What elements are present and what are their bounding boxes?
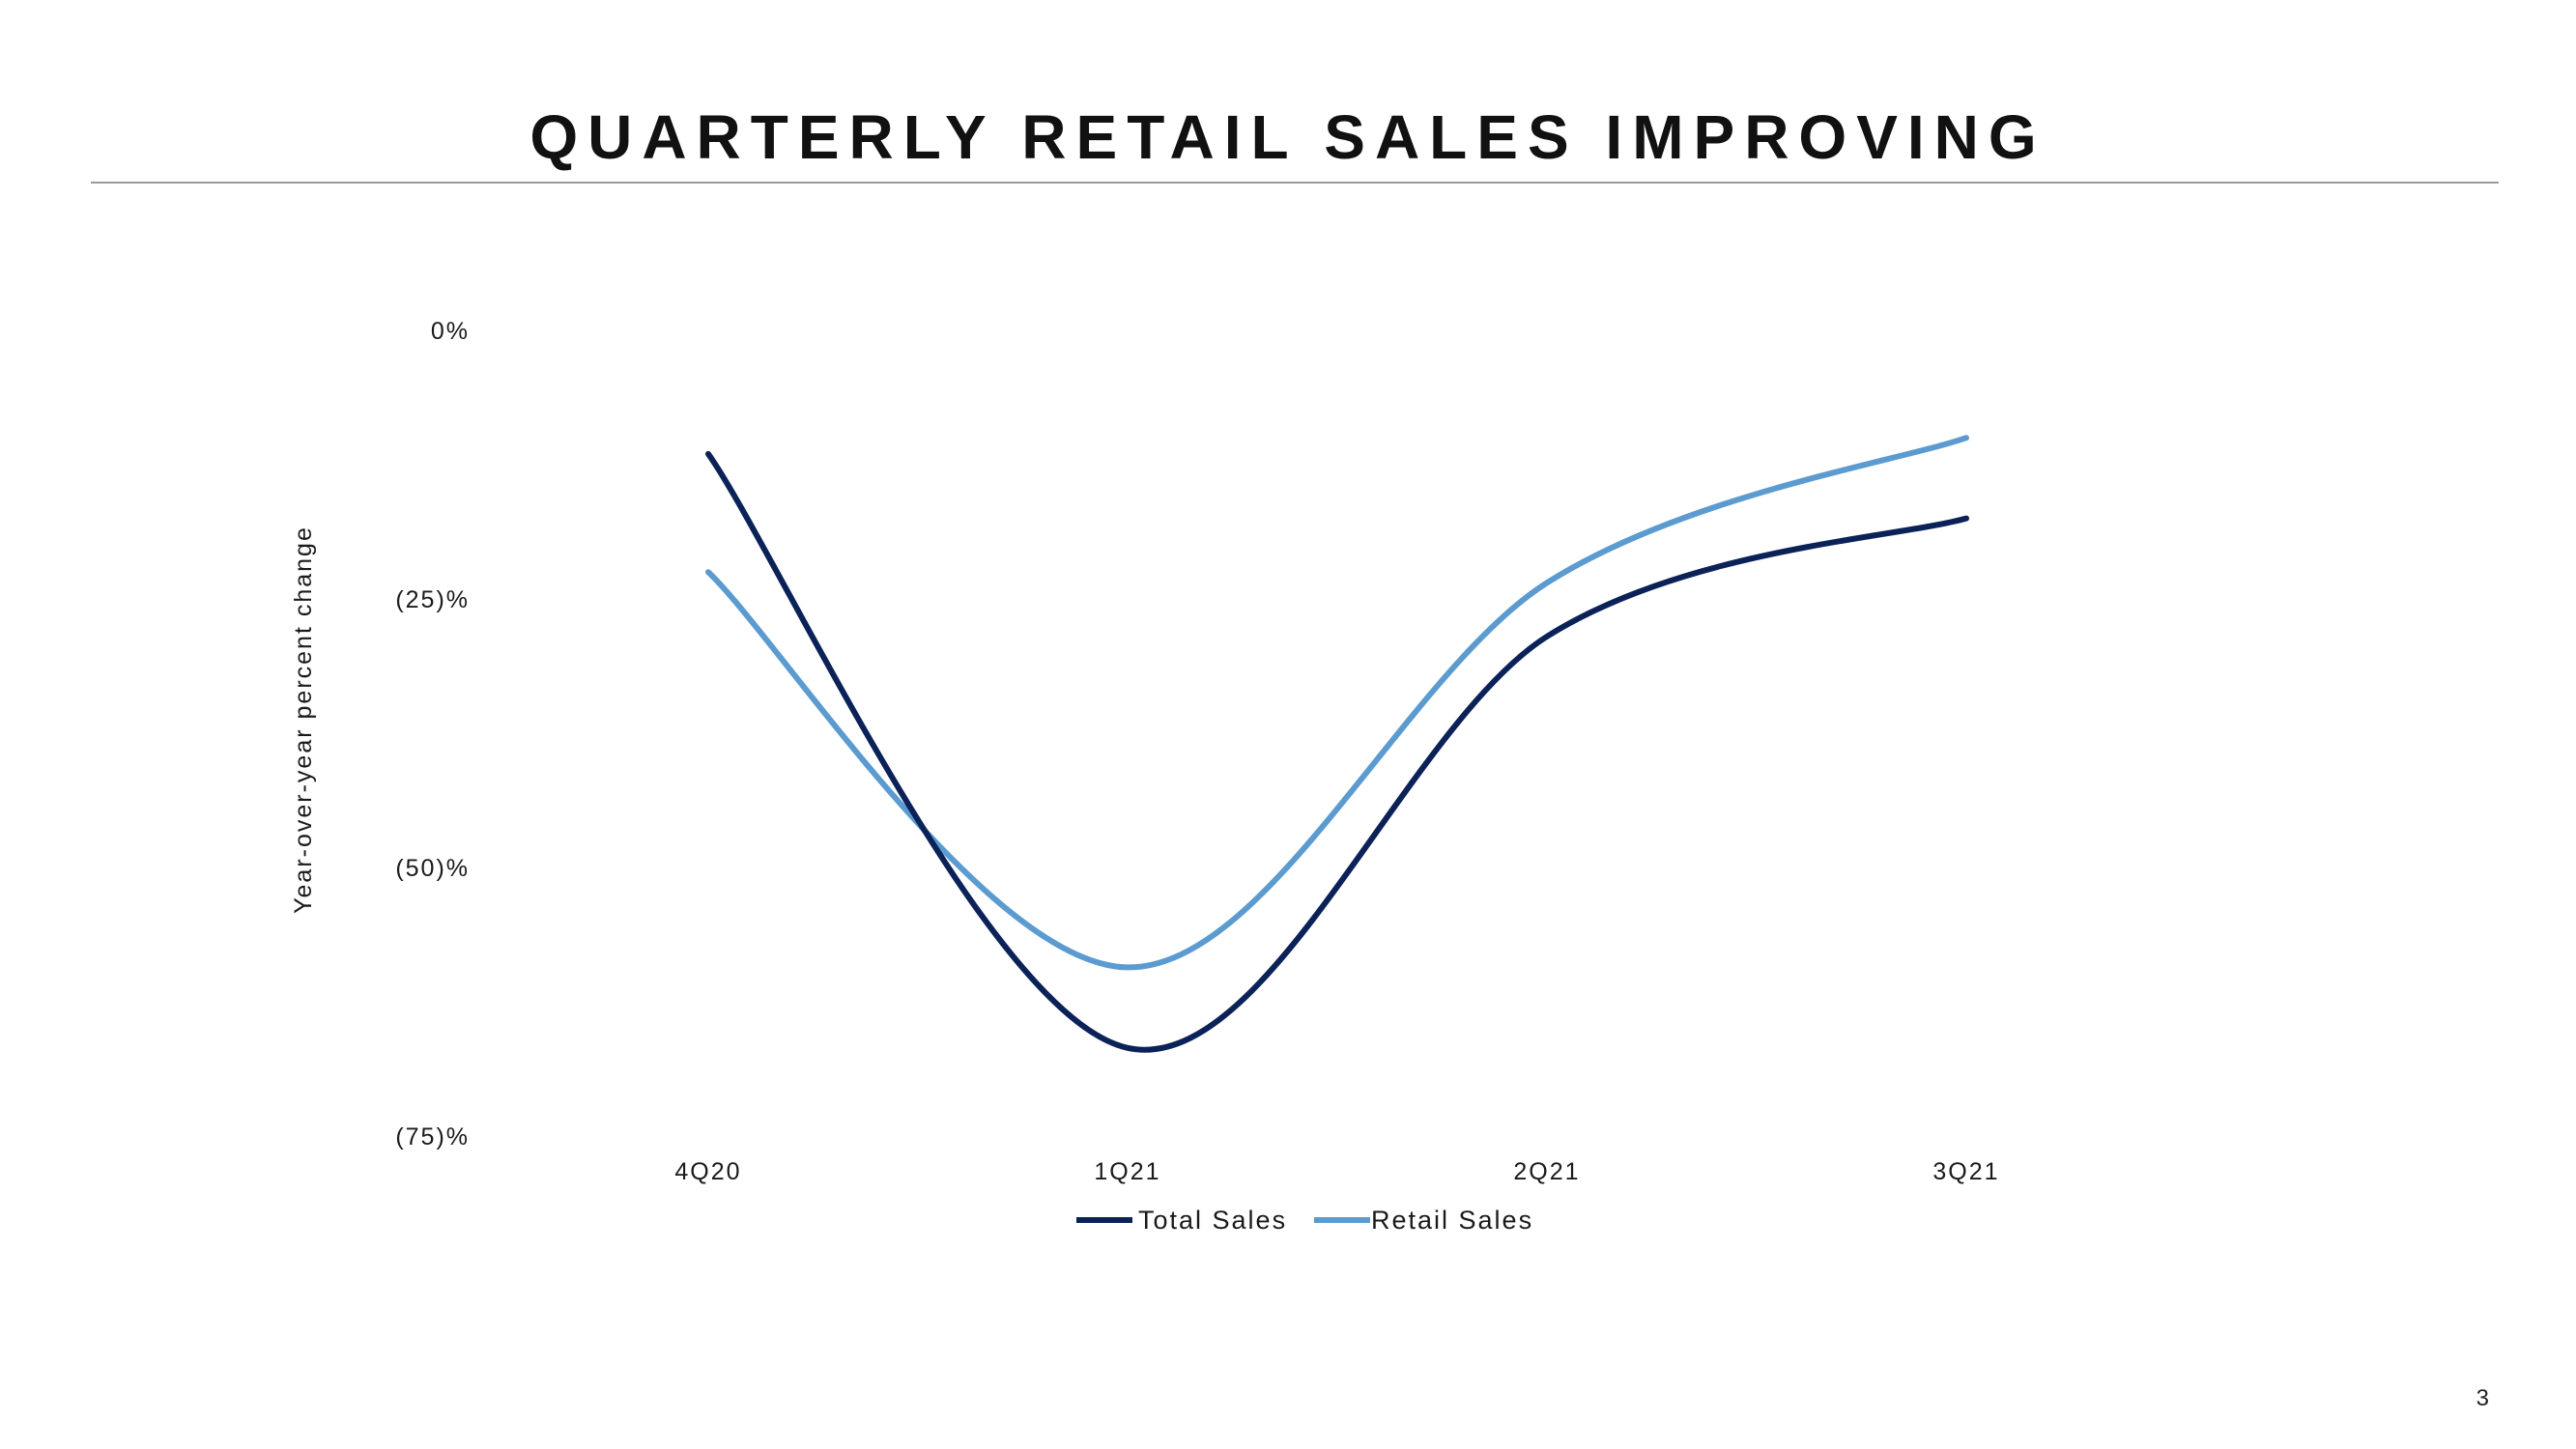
y-axis-ticks: 0% (25)% (50)% (75)% bbox=[395, 318, 470, 1151]
y-tick-label-2: (50)% bbox=[395, 855, 470, 882]
x-tick-label-4q20: 4Q20 bbox=[674, 1158, 741, 1185]
series-line-retail-sales bbox=[705, 435, 1969, 971]
legend: Total Sales Retail Sales bbox=[1076, 1206, 1533, 1235]
legend-label-retail-sales: Retail Sales bbox=[1371, 1206, 1533, 1235]
x-tick-label-3q21: 3Q21 bbox=[1932, 1158, 1999, 1185]
y-tick-label-3: (75)% bbox=[395, 1123, 470, 1151]
title-divider bbox=[91, 182, 2499, 184]
series-line-total-sales bbox=[705, 450, 1969, 1053]
legend-label-total-sales: Total Sales bbox=[1138, 1206, 1287, 1235]
x-tick-label-1q21: 1Q21 bbox=[1094, 1158, 1160, 1185]
y-tick-label-0: 0% bbox=[431, 318, 470, 345]
y-axis-title: Year-over-year percent change bbox=[290, 526, 317, 914]
x-axis-ticks: 4Q20 1Q21 2Q21 3Q21 bbox=[674, 1158, 1999, 1185]
page-number: 3 bbox=[2476, 1385, 2489, 1411]
x-tick-label-2q21: 2Q21 bbox=[1513, 1158, 1580, 1185]
slide-title: QUARTERLY RETAIL SALES IMPROVING bbox=[530, 102, 2046, 172]
series-lines bbox=[705, 435, 1969, 1053]
y-tick-label-1: (25)% bbox=[395, 586, 470, 613]
